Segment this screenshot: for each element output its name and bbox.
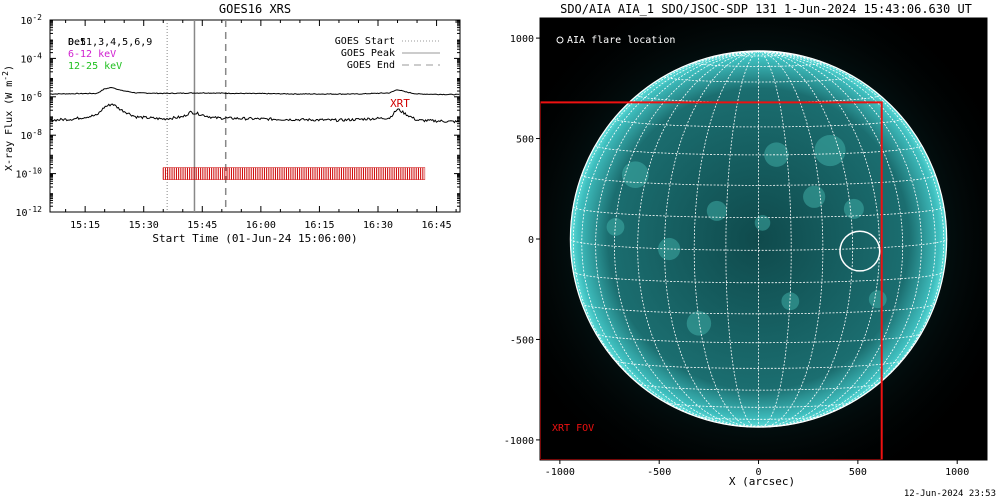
longitude-line [758, 50, 922, 428]
legend-goes-end: GOES End [347, 60, 395, 71]
legend-goes-start: GOES Start [335, 36, 395, 47]
active-region [764, 142, 789, 167]
goes-channel-1: 6-12 keV [68, 49, 116, 60]
latitude-line [664, 76, 853, 83]
goes-legend-header: Det1,3,4,5,6,9 [68, 37, 152, 48]
longitude-line [664, 50, 759, 428]
goes-y-label: X-ray Flux (W m-2) [1, 65, 15, 171]
aia-y-tick-label: 1000 [510, 34, 534, 45]
goes-plot-frame [49, 19, 461, 213]
y-tick-label: 10-8 [20, 128, 42, 142]
aia-title: SDO/AIA AIA_1 SDO/JSOC-SDP 131 1-Jun-202… [560, 2, 972, 16]
goes-panel: GOES16 XRS 10-2 10-4 10-6 10-8 10-10 10-12 15… [1, 2, 461, 245]
active-region [781, 292, 800, 311]
series-line-lower [50, 103, 460, 124]
goes-event-lines [166, 20, 227, 212]
aia-x-tick-label: 1000 [945, 467, 969, 478]
longitude-line [595, 50, 759, 428]
x-tick-label: 15:15 [70, 220, 100, 231]
aia-y-tick-label: 500 [516, 135, 534, 146]
aia-legend-marker [556, 36, 564, 44]
latitude-line [570, 238, 948, 251]
goes-title: GOES16 XRS [219, 2, 291, 16]
aia-panel: SDO/AIA AIA_1 SDO/JSOC-SDP 131 1-Jun-202… [504, 2, 988, 488]
latitude-line [581, 174, 936, 186]
goes-legend-header-overlay: 0.5 [68, 37, 86, 48]
y-tick-label: 10-4 [20, 51, 42, 65]
latitude-line [595, 144, 922, 156]
aia-legend-label: AIA flare location [567, 35, 675, 46]
y-tick-label: 10-10 [16, 167, 43, 181]
legend-goes-peak: GOES Peak [341, 48, 395, 59]
aia-axes: -1000 -500 0 500 1000 1000 500 0 -500 -1000 [504, 34, 969, 478]
active-region [686, 311, 712, 336]
aia-y-tick-label: -1000 [504, 436, 534, 447]
longitude-line [758, 50, 792, 428]
goes-series [50, 86, 460, 124]
x-tick-label: 16:30 [363, 220, 393, 231]
longitude-line [758, 50, 904, 428]
active-region [622, 161, 649, 189]
footer-timestamp: 12-Jun-2024 23:53 [904, 489, 996, 499]
x-tick-label: 16:00 [246, 220, 276, 231]
longitude-line [725, 50, 759, 428]
active-region [803, 185, 826, 208]
limb-outline [569, 50, 948, 428]
longitude-line [693, 50, 759, 428]
active-region [814, 135, 846, 167]
goes-x-axis: 15:15 15:30 15:45 16:00 16:15 16:30 16:45 [65, 20, 457, 231]
y-tick-label: 10-2 [20, 13, 42, 27]
x-tick-label: 15:45 [187, 220, 217, 231]
longitude-line [758, 50, 936, 428]
xrt-label: XRT [390, 97, 410, 110]
aia-y-tick-label: -500 [510, 335, 534, 346]
x-tick-label: 15:30 [129, 220, 159, 231]
flare-location-marker [839, 230, 881, 272]
heliographic-grid [569, 50, 948, 428]
active-region [843, 198, 864, 219]
goes-channel-2: 12-25 keV [68, 61, 122, 72]
x-tick-label: 16:15 [304, 220, 334, 231]
aia-x-tick-label: -1000 [545, 467, 575, 478]
longitude-line [613, 50, 759, 428]
aia-x-tick-label: 500 [849, 467, 867, 478]
goes-legend: GOES Start GOES Peak GOES End [335, 36, 440, 71]
active-regions [606, 135, 887, 336]
xrt-fov-box [540, 101, 883, 460]
x-tick-label: 16:45 [422, 220, 452, 231]
active-region [706, 200, 727, 221]
aia-y-tick-label: 0 [528, 235, 534, 246]
aia-x-tick-label: -500 [647, 467, 671, 478]
goes-x-label: Start Time (01-Jun-24 15:06:00) [152, 232, 357, 245]
longitude-line [758, 50, 854, 428]
longitude-line [572, 50, 759, 428]
xrt-fov-label: XRT FOV [552, 423, 594, 434]
solar-disk [570, 50, 947, 428]
y-tick-label: 10-6 [20, 90, 42, 104]
longitude-line [758, 50, 945, 428]
xrt-coverage-bar [162, 167, 426, 180]
aia-x-label: X (arcsec) [729, 475, 795, 488]
longitude-line [758, 50, 824, 428]
series-line-upper [50, 86, 460, 96]
active-region [868, 290, 887, 309]
longitude-line [581, 50, 759, 428]
aia-x-tick-label: 0 [756, 467, 762, 478]
y-tick-label: 10-12 [16, 205, 43, 219]
